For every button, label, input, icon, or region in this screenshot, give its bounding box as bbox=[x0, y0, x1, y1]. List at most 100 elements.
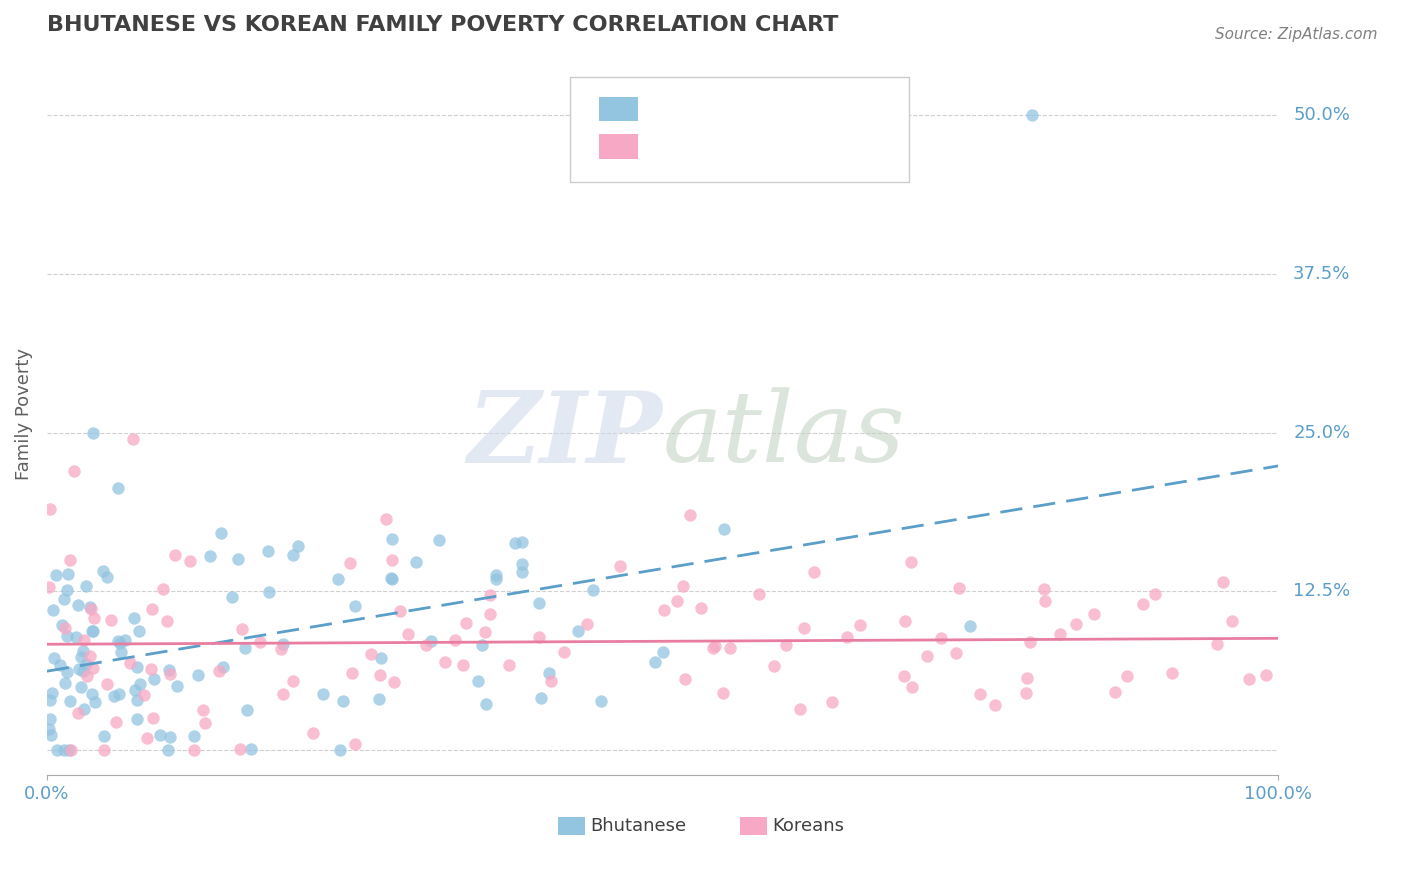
Point bbox=[1049, 627, 1071, 641]
Point bbox=[360, 647, 382, 661]
Point bbox=[194, 715, 217, 730]
Point bbox=[530, 691, 553, 706]
Point bbox=[55, 629, 77, 643]
Point bbox=[79, 648, 101, 663]
Point bbox=[793, 621, 815, 635]
Point bbox=[75, 657, 97, 671]
Point bbox=[485, 573, 508, 587]
FancyBboxPatch shape bbox=[740, 817, 768, 835]
Point bbox=[451, 658, 474, 673]
Point bbox=[332, 694, 354, 708]
Point bbox=[42, 603, 65, 617]
Point bbox=[198, 549, 221, 563]
Point bbox=[56, 665, 79, 679]
Point bbox=[142, 672, 165, 686]
Point bbox=[948, 582, 970, 596]
Point bbox=[849, 617, 872, 632]
Point bbox=[157, 663, 180, 677]
Point bbox=[270, 642, 292, 657]
Point bbox=[396, 627, 419, 641]
Point bbox=[82, 624, 104, 638]
Point bbox=[187, 668, 209, 682]
Point bbox=[84, 695, 107, 709]
Text: atlas: atlas bbox=[662, 388, 905, 483]
Point bbox=[163, 548, 186, 562]
Point bbox=[529, 596, 551, 610]
Point bbox=[283, 674, 305, 689]
Point bbox=[893, 668, 915, 682]
Point bbox=[249, 635, 271, 649]
Point bbox=[665, 593, 688, 607]
Point bbox=[419, 633, 441, 648]
Point bbox=[67, 662, 90, 676]
Point bbox=[59, 553, 82, 567]
Point bbox=[149, 728, 172, 742]
Point bbox=[380, 571, 402, 585]
Point bbox=[381, 553, 404, 567]
Point bbox=[382, 674, 405, 689]
Point bbox=[39, 693, 62, 707]
Point bbox=[67, 706, 90, 720]
Point bbox=[405, 556, 427, 570]
Point bbox=[474, 624, 496, 639]
Point bbox=[537, 666, 560, 681]
Point bbox=[51, 618, 73, 632]
Point bbox=[651, 644, 673, 658]
Point bbox=[41, 728, 63, 742]
Point bbox=[283, 548, 305, 562]
Point bbox=[257, 585, 280, 599]
Point bbox=[821, 695, 844, 709]
Point bbox=[381, 532, 404, 546]
Point bbox=[388, 603, 411, 617]
Point bbox=[80, 687, 103, 701]
Point bbox=[1160, 666, 1182, 681]
Point bbox=[110, 645, 132, 659]
Point bbox=[59, 743, 82, 757]
Point bbox=[127, 693, 149, 707]
Point bbox=[900, 555, 922, 569]
Point bbox=[82, 624, 104, 639]
Point bbox=[381, 572, 404, 586]
Point bbox=[79, 600, 101, 615]
Point bbox=[529, 630, 551, 644]
Point bbox=[894, 614, 917, 628]
Point bbox=[1116, 669, 1139, 683]
Point bbox=[58, 566, 80, 581]
Point bbox=[75, 579, 97, 593]
Point bbox=[183, 729, 205, 743]
FancyBboxPatch shape bbox=[571, 77, 908, 182]
Point bbox=[38, 580, 60, 594]
Point bbox=[256, 544, 278, 558]
Point bbox=[567, 624, 589, 638]
Point bbox=[93, 743, 115, 757]
Point bbox=[929, 631, 952, 645]
Point bbox=[56, 583, 79, 598]
Point bbox=[53, 676, 76, 690]
Point bbox=[83, 611, 105, 625]
Point bbox=[505, 535, 527, 549]
Point bbox=[70, 681, 93, 695]
Point bbox=[690, 600, 713, 615]
Point bbox=[1019, 635, 1042, 649]
Point bbox=[343, 599, 366, 613]
Point bbox=[159, 731, 181, 745]
Point bbox=[124, 683, 146, 698]
Point bbox=[467, 673, 489, 688]
Point bbox=[510, 535, 533, 549]
Point bbox=[1237, 673, 1260, 687]
FancyBboxPatch shape bbox=[599, 96, 638, 121]
Text: 50.0%: 50.0% bbox=[1294, 106, 1350, 124]
Point bbox=[589, 694, 612, 708]
Point bbox=[969, 687, 991, 701]
Point bbox=[510, 557, 533, 571]
Point bbox=[679, 508, 702, 522]
Point bbox=[718, 641, 741, 656]
Point bbox=[271, 687, 294, 701]
Text: 25.0%: 25.0% bbox=[1294, 424, 1350, 442]
Point bbox=[228, 742, 250, 756]
Point bbox=[711, 686, 734, 700]
Point bbox=[444, 633, 467, 648]
Point bbox=[287, 539, 309, 553]
Point bbox=[340, 666, 363, 681]
Point bbox=[301, 725, 323, 739]
